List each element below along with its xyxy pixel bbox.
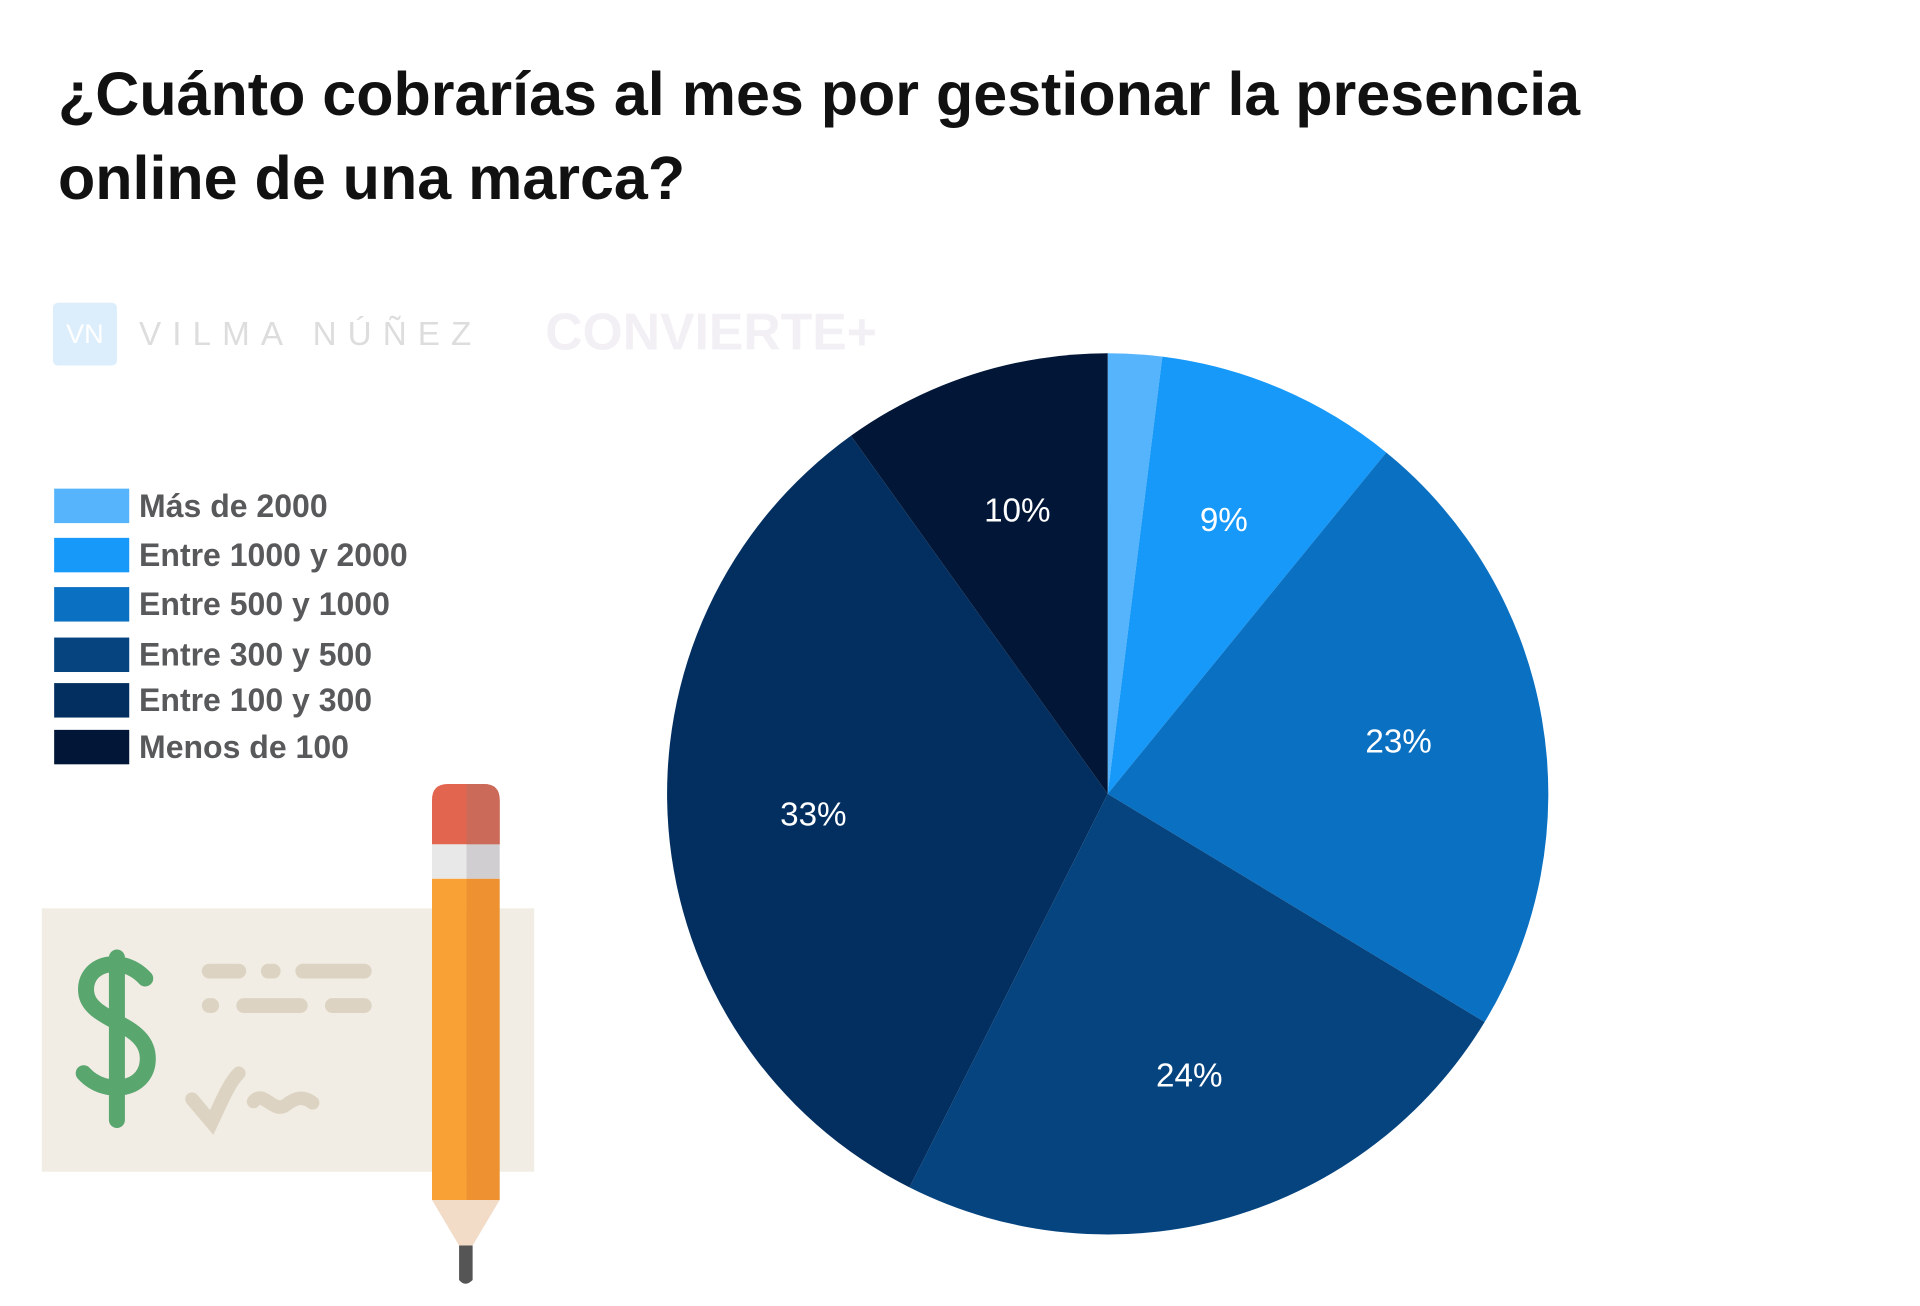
legend-swatch bbox=[54, 729, 130, 765]
legend-label: Menos de 100 bbox=[139, 729, 349, 765]
pie-slice bbox=[909, 793, 1485, 1235]
pie-slice bbox=[1107, 356, 1387, 794]
pie-slice bbox=[850, 353, 1108, 794]
logo-text: VILMA NÚÑEZ bbox=[139, 315, 482, 353]
data-label: 24% bbox=[1156, 1057, 1223, 1094]
legend-swatch bbox=[54, 488, 130, 524]
legend-swatch bbox=[54, 637, 130, 673]
legend-label: Entre 300 y 500 bbox=[139, 637, 372, 673]
logo-text: CONVIERTE+ bbox=[545, 303, 877, 361]
data-label: 10% bbox=[984, 493, 1050, 530]
data-label: 33% bbox=[780, 797, 847, 834]
legend-label: Entre 500 y 1000 bbox=[139, 586, 390, 622]
logo-initials: VN bbox=[66, 318, 104, 349]
logo-box bbox=[52, 302, 117, 366]
pie-slice bbox=[667, 435, 1108, 1188]
pie-slice bbox=[1107, 353, 1163, 794]
pie-slice bbox=[1107, 452, 1549, 1023]
legend-label: Entre 100 y 300 bbox=[139, 682, 372, 718]
legend-swatch bbox=[54, 587, 130, 622]
data-label: 9% bbox=[1200, 502, 1248, 539]
legend-swatch bbox=[54, 683, 130, 718]
legend-swatch bbox=[54, 537, 130, 573]
legend-label: Entre 1000 y 2000 bbox=[139, 537, 408, 573]
chart-title: ¿Cuánto cobrarías al mes por gestionar l… bbox=[58, 60, 1581, 212]
legend-label: Más de 2000 bbox=[139, 488, 328, 524]
illustration bbox=[41, 784, 535, 1284]
data-label: 23% bbox=[1365, 723, 1432, 760]
